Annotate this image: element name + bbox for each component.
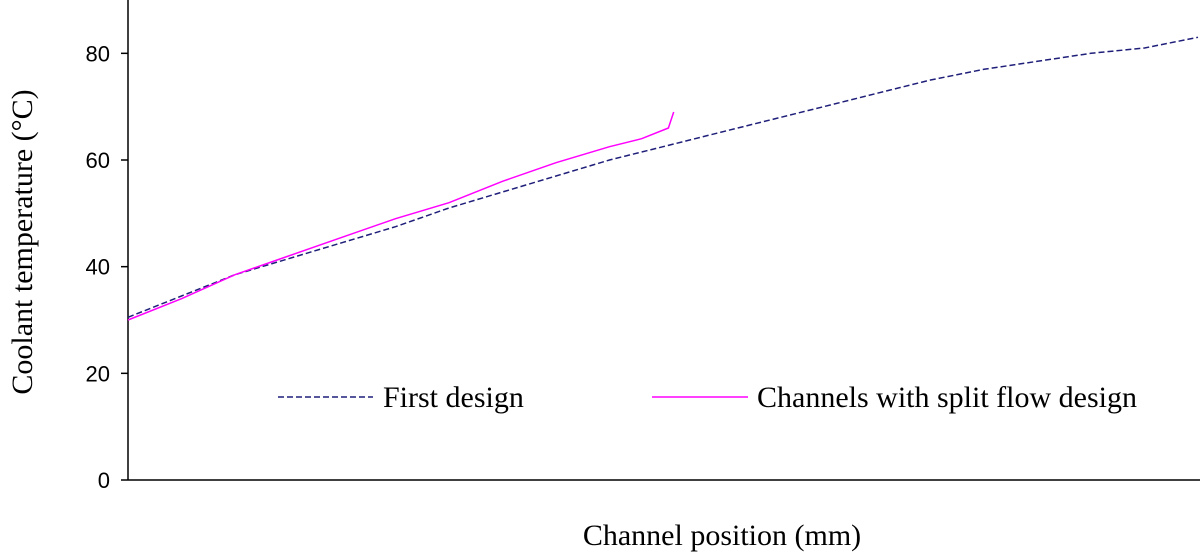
y-axis-title: Coolant temperature (°C) bbox=[6, 89, 39, 394]
legend-entry-first-design: First design bbox=[278, 381, 524, 414]
series-line-1 bbox=[127, 111, 675, 321]
series-line-0 bbox=[127, 36, 1199, 318]
x-axis-title: Channel position (mm) bbox=[583, 519, 861, 552]
axes bbox=[127, 0, 1200, 481]
y-tick-label: 0 bbox=[98, 468, 110, 493]
y-tick-label: 20 bbox=[86, 361, 110, 386]
legend-label-split-flow: Channels with split flow design bbox=[757, 381, 1137, 414]
legend-entry-split-flow: Channels with split flow design bbox=[652, 381, 1137, 414]
y-tick-label: 40 bbox=[86, 255, 110, 280]
legend-label-first-design: First design bbox=[383, 381, 524, 414]
legend: First design Channels with split flow de… bbox=[278, 381, 1137, 414]
y-ticks: 0 20 40 60 80 bbox=[86, 41, 128, 493]
y-tick-label: 80 bbox=[86, 41, 110, 66]
series-lines bbox=[127, 36, 1199, 321]
y-tick-label: 60 bbox=[86, 148, 110, 173]
